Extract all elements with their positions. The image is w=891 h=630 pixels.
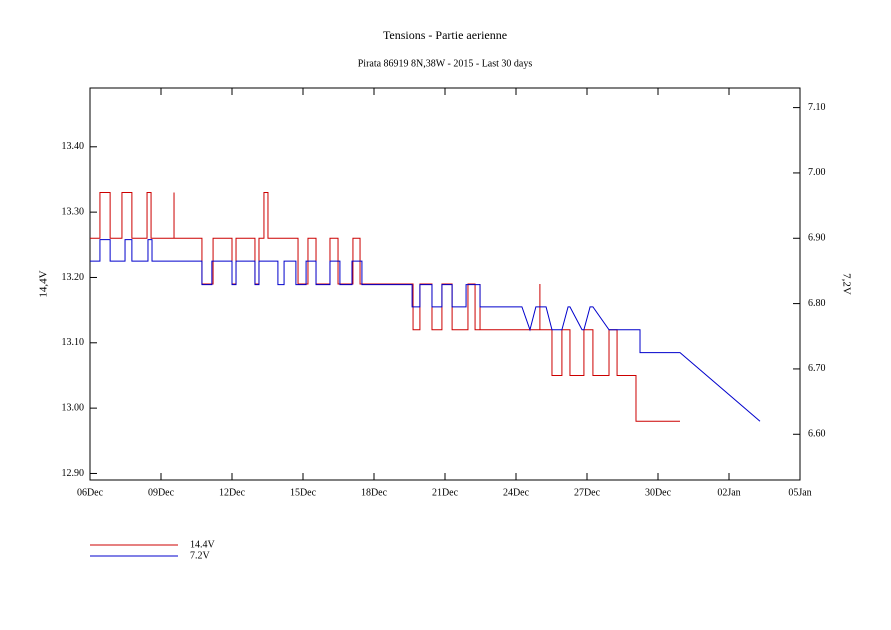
x-tick-label: 30Dec xyxy=(645,487,672,498)
chart-title: Tensions - Partie aerienne xyxy=(383,28,507,42)
y2-axis-label: 7,2V xyxy=(840,273,852,295)
series-line xyxy=(90,192,681,422)
y2-tick-label: 6.70 xyxy=(808,363,826,374)
y2-tick-label: 7.00 xyxy=(808,167,826,178)
y2-tick-label: 7.10 xyxy=(808,102,826,113)
x-tick-label: 09Dec xyxy=(148,487,175,498)
chart-subtitle: Pirata 86919 8N,38W - 2015 - Last 30 day… xyxy=(358,58,533,69)
x-tick-label: 24Dec xyxy=(503,487,530,498)
y2-tick-label: 6.90 xyxy=(808,233,826,244)
y-tick-label: 13.30 xyxy=(62,206,85,217)
y-tick-label: 13.20 xyxy=(62,272,85,283)
x-tick-label: 21Dec xyxy=(432,487,459,498)
y-tick-label: 13.10 xyxy=(62,337,85,348)
y-tick-label: 12.90 xyxy=(62,468,85,479)
legend-label: 7.2V xyxy=(190,550,211,561)
x-tick-label: 06Dec xyxy=(77,487,104,498)
y2-tick-label: 6.80 xyxy=(808,298,826,309)
x-tick-label: 15Dec xyxy=(290,487,317,498)
x-tick-label: 27Dec xyxy=(574,487,601,498)
x-tick-label: 02Jan xyxy=(717,487,740,498)
x-tick-label: 05Jan xyxy=(788,487,811,498)
y-tick-label: 13.40 xyxy=(62,141,85,152)
y2-tick-label: 6.60 xyxy=(808,429,826,440)
y-tick-label: 13.00 xyxy=(62,402,85,413)
x-tick-label: 18Dec xyxy=(361,487,388,498)
series-line xyxy=(90,239,761,422)
x-tick-label: 12Dec xyxy=(219,487,246,498)
legend-label: 14.4V xyxy=(190,539,216,550)
y-axis-label: 14,4V xyxy=(38,270,50,297)
